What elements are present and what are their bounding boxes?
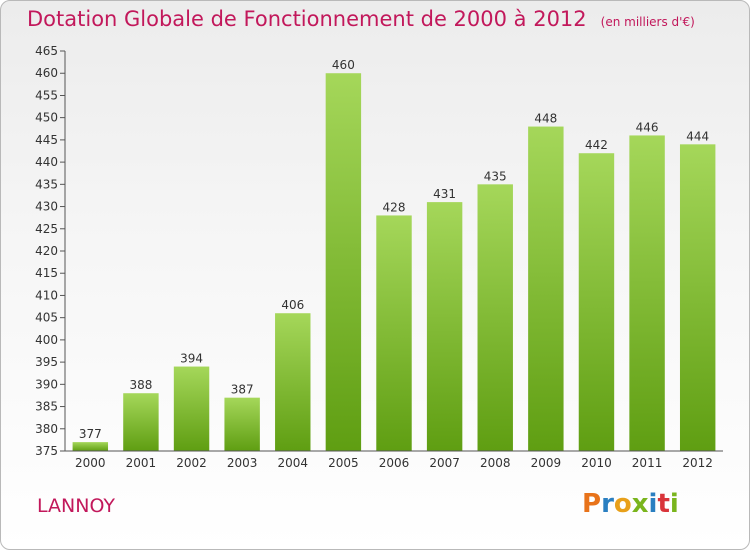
bar-2012 bbox=[679, 144, 716, 452]
logo-letter: i bbox=[669, 489, 679, 519]
data-label-2002: 394 bbox=[180, 352, 203, 366]
data-label-2010: 442 bbox=[585, 138, 608, 152]
logo-letter: o bbox=[613, 489, 632, 519]
x-tick-label: 2004 bbox=[277, 456, 308, 470]
data-label-2001: 388 bbox=[129, 378, 152, 392]
y-tick-label: 380 bbox=[35, 422, 58, 436]
data-label-2004: 406 bbox=[281, 298, 304, 312]
y-tick-label: 420 bbox=[35, 244, 58, 258]
y-tick-label: 465 bbox=[35, 44, 58, 58]
x-tick-label: 2010 bbox=[581, 456, 612, 470]
y-tick-label: 455 bbox=[35, 88, 58, 102]
logo-letter: t bbox=[657, 489, 670, 519]
data-label-2011: 446 bbox=[636, 120, 659, 134]
chart-title: Dotation Globale de Fonctionnement de 20… bbox=[27, 7, 587, 31]
y-tick-label: 400 bbox=[35, 333, 58, 347]
y-tick-label: 430 bbox=[35, 200, 58, 214]
bar-2009 bbox=[528, 126, 564, 452]
x-tick-label: 2006 bbox=[379, 456, 410, 470]
bar-2004 bbox=[275, 313, 311, 451]
title-row: Dotation Globale de Fonctionnement de 20… bbox=[27, 7, 695, 31]
data-label-2005: 460 bbox=[332, 58, 355, 72]
city-name: LANNOY bbox=[37, 495, 115, 517]
y-tick-label: 390 bbox=[35, 377, 58, 391]
y-tick-label: 385 bbox=[35, 400, 58, 414]
chart-subtitle: (en milliers d'€) bbox=[600, 15, 695, 29]
x-tick-label: 2009 bbox=[531, 456, 562, 470]
logo-letter: r bbox=[601, 489, 614, 519]
bar-2010 bbox=[578, 153, 615, 451]
data-label-2007: 431 bbox=[433, 187, 456, 201]
bar-2006 bbox=[376, 215, 412, 451]
y-tick-label: 460 bbox=[35, 66, 58, 80]
bar-2002 bbox=[173, 366, 210, 451]
x-axis: 2000 2001 2002 2003 2004 2005 2006 2007 2008 2009… bbox=[65, 450, 723, 470]
x-tick-label: 2007 bbox=[429, 456, 460, 470]
y-tick-label: 410 bbox=[35, 288, 58, 302]
y-tick-label: 450 bbox=[35, 111, 58, 125]
bar-2011 bbox=[629, 135, 665, 451]
proxiti-logo: Proxiti bbox=[582, 489, 679, 519]
y-tick-label: 445 bbox=[35, 133, 58, 147]
bar-2005 bbox=[325, 73, 362, 451]
y-axis: 375 380 385 390 395 400 405 410 415 420 425 430 435 4… bbox=[35, 44, 66, 458]
x-tick-label: 2008 bbox=[480, 456, 511, 470]
y-tick-label: 425 bbox=[35, 222, 58, 236]
data-label-2008: 435 bbox=[484, 169, 507, 183]
data-label-2012: 444 bbox=[686, 129, 709, 143]
y-tick-label: 405 bbox=[35, 311, 58, 325]
y-tick-label: 440 bbox=[35, 155, 58, 169]
y-tick-label: 375 bbox=[35, 444, 58, 458]
bar-2007 bbox=[426, 202, 463, 451]
x-tick-label: 2005 bbox=[328, 456, 359, 470]
bar-2000 bbox=[72, 442, 109, 451]
y-tick-label: 395 bbox=[35, 355, 58, 369]
x-tick-label: 2002 bbox=[176, 456, 207, 470]
bar-2001 bbox=[123, 393, 159, 451]
logo-letter: x bbox=[631, 489, 649, 519]
x-tick-label: 2000 bbox=[75, 456, 106, 470]
logo-letter: P bbox=[582, 489, 602, 519]
x-tick-label: 2003 bbox=[227, 456, 258, 470]
y-tick-label: 415 bbox=[35, 266, 58, 280]
logo-letter: i bbox=[648, 489, 658, 519]
bar-2008 bbox=[477, 184, 513, 452]
data-label-2009: 448 bbox=[534, 112, 557, 126]
x-tick-label: 2011 bbox=[632, 456, 663, 470]
data-label-2003: 387 bbox=[231, 383, 254, 397]
data-label-2000: 377 bbox=[79, 427, 102, 441]
bar-2003 bbox=[224, 397, 260, 451]
x-tick-label: 2001 bbox=[126, 456, 157, 470]
x-tick-label: 2012 bbox=[682, 456, 713, 470]
y-tick-label: 435 bbox=[35, 177, 58, 191]
bar-chart: 375 380 385 390 395 400 405 410 415 420 425 430 435 4… bbox=[35, 44, 723, 470]
data-label-2006: 428 bbox=[383, 200, 406, 214]
bars: 377 388 394 387 406 460 428 431 435 448 442 446 444 bbox=[72, 58, 716, 452]
